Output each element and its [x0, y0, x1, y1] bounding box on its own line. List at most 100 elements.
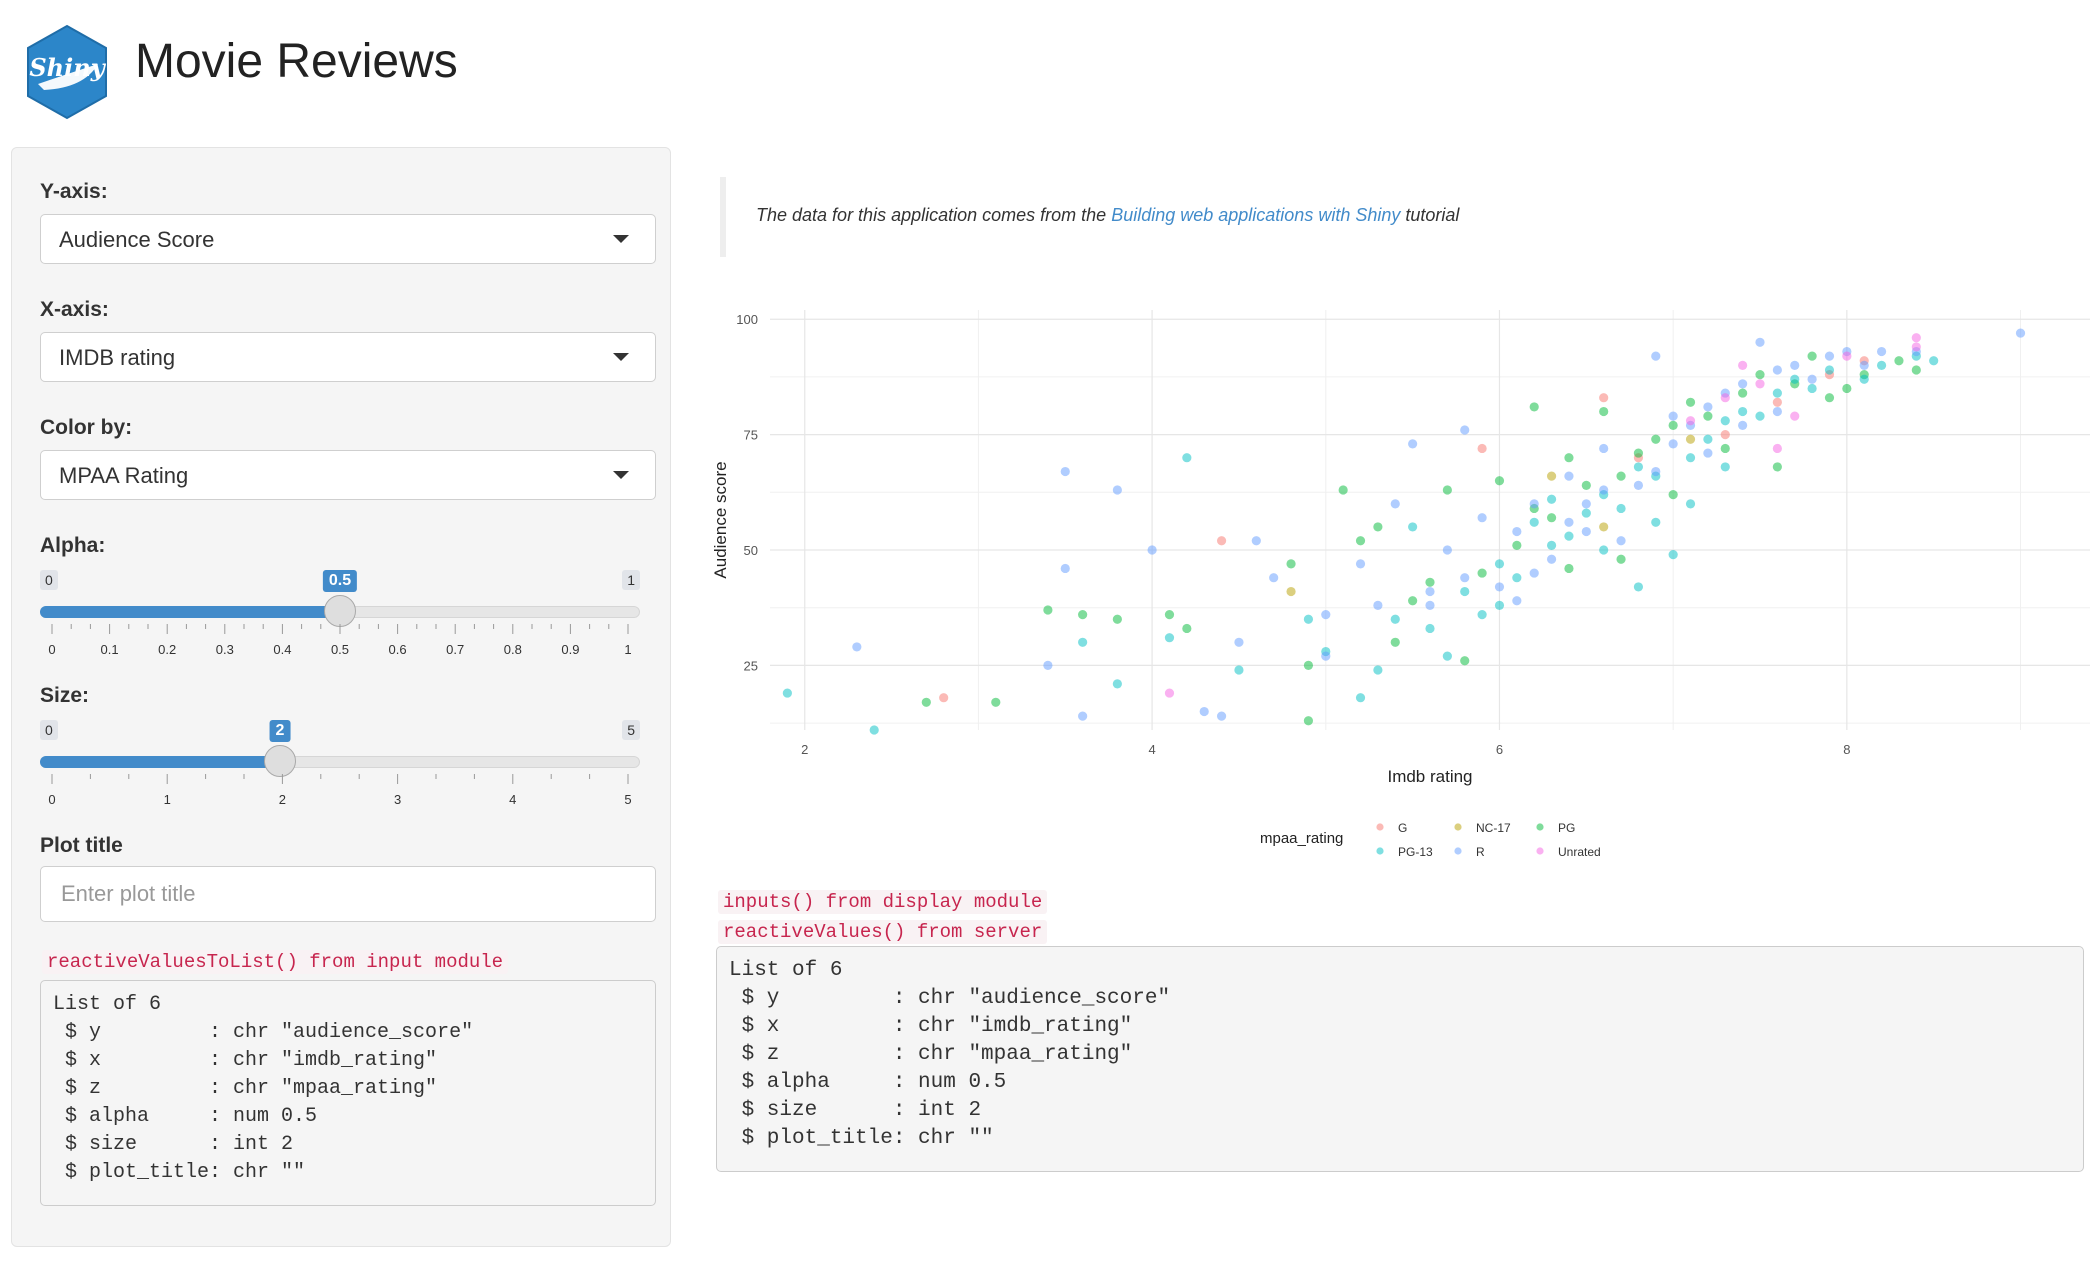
data-point: [1599, 393, 1609, 403]
x-tick-label: 4: [1148, 742, 1155, 757]
data-point: [1651, 351, 1661, 361]
size-max-badge: 5: [622, 720, 640, 740]
data-point: [921, 697, 931, 707]
slider-tick-label: 0.8: [504, 642, 522, 657]
data-point: [1321, 651, 1331, 661]
data-point: [1599, 406, 1609, 417]
data-point: [1633, 462, 1644, 472]
data-point: [1286, 586, 1296, 597]
plot-title-field[interactable]: [40, 866, 656, 922]
alpha-slider[interactable]: 0 1 0.5 0 0.1 0.2 0.3 0.4 0.5 0.6 0.7 0.8 0.9 1: [40, 570, 656, 680]
slider-tick-label: 2: [279, 792, 286, 807]
data-point: [1147, 545, 1157, 555]
data-point: [1477, 513, 1487, 523]
data-point: [1512, 573, 1522, 583]
y-axis-select[interactable]: Audience Score: [40, 214, 656, 264]
data-point: [1755, 337, 1765, 347]
data-point: [1581, 499, 1591, 509]
slider-tick-label: 0.9: [561, 642, 579, 657]
data-point: [1894, 356, 1904, 366]
data-point: [1112, 485, 1122, 495]
size-slider-handle[interactable]: [264, 745, 296, 777]
data-point: [1460, 573, 1470, 583]
data-point: [1512, 526, 1522, 537]
data-point: [1755, 370, 1765, 380]
color-by-label: Color by:: [40, 416, 133, 439]
data-point: [1425, 586, 1435, 597]
data-point: [1703, 448, 1713, 458]
data-point: [1078, 637, 1088, 647]
data-point: [1164, 633, 1175, 643]
data-point: [1512, 540, 1522, 550]
data-point: [1738, 420, 1748, 430]
data-point: [1807, 383, 1817, 394]
slider-tick-label: 0.5: [331, 642, 349, 657]
data-point: [1477, 568, 1487, 578]
data-point: [1564, 517, 1574, 527]
data-point: [1390, 499, 1400, 509]
data-point: [1529, 517, 1539, 527]
data-point: [1616, 554, 1626, 564]
x-axis-label: X-axis:: [40, 298, 109, 321]
data-point: [1338, 485, 1348, 495]
data-point: [1633, 448, 1644, 458]
alpha-slider-handle[interactable]: [324, 595, 356, 627]
data-point: [1599, 443, 1609, 454]
data-point: [1408, 596, 1418, 606]
data-point: [1876, 360, 1887, 370]
caret-down-icon: [613, 235, 629, 243]
data-point: [1425, 577, 1435, 587]
data-point: [1720, 462, 1730, 472]
data-point: [1790, 360, 1800, 370]
data-point: [1581, 526, 1591, 537]
legend-key: [1376, 823, 1384, 831]
legend-label: PG-13: [1398, 845, 1433, 859]
data-point: [1668, 411, 1678, 421]
data-point: [1460, 586, 1470, 597]
data-point: [1668, 550, 1678, 560]
data-point: [1911, 365, 1921, 375]
data-point: [1685, 453, 1696, 463]
data-point: [1929, 356, 1939, 366]
data-point: [1772, 443, 1782, 454]
server-code-label: reactiveValues() from server: [718, 920, 1048, 944]
legend-label: PG: [1558, 821, 1575, 835]
size-min-badge: 0: [40, 720, 58, 740]
data-point: [1911, 342, 1921, 352]
color-by-selected-value: MPAA Rating: [59, 463, 189, 488]
data-point: [1772, 388, 1782, 398]
data-point: [1199, 706, 1209, 717]
tutorial-link[interactable]: Building web applications with Shiny: [1111, 205, 1401, 225]
data-point: [1164, 688, 1175, 698]
data-point: [1738, 388, 1748, 398]
size-slider-fill: [40, 756, 280, 768]
data-point: [1460, 656, 1470, 666]
x-axis-select[interactable]: IMDB rating: [40, 332, 656, 382]
x-tick-label: 6: [1496, 742, 1503, 757]
data-point: [1182, 623, 1192, 634]
data-point: [1546, 494, 1557, 504]
data-point: [1755, 379, 1765, 389]
data-point: [1477, 610, 1487, 620]
data-point: [1738, 406, 1748, 417]
data-point: [1043, 660, 1053, 670]
color-by-select[interactable]: MPAA Rating: [40, 450, 656, 500]
data-point: [1321, 610, 1331, 620]
data-point: [1685, 434, 1696, 444]
plot-title-input[interactable]: [59, 867, 623, 921]
data-point: [1303, 716, 1314, 726]
data-point: [1216, 536, 1227, 546]
data-point: [1494, 582, 1505, 592]
page-title: Movie Reviews: [135, 35, 458, 88]
display-module-code-label: inputs() from display module: [718, 890, 1048, 914]
data-point: [2015, 328, 2026, 338]
caret-down-icon: [613, 353, 629, 361]
data-point: [1564, 531, 1574, 541]
alpha-label: Alpha:: [40, 534, 106, 557]
data-point: [1651, 466, 1661, 477]
data-point: [1060, 466, 1070, 477]
size-slider[interactable]: 0 5 2 0 1 2 3 4 5: [40, 720, 656, 830]
data-point: [1355, 559, 1366, 569]
legend-label: R: [1476, 845, 1485, 859]
data-point: [1842, 383, 1852, 394]
